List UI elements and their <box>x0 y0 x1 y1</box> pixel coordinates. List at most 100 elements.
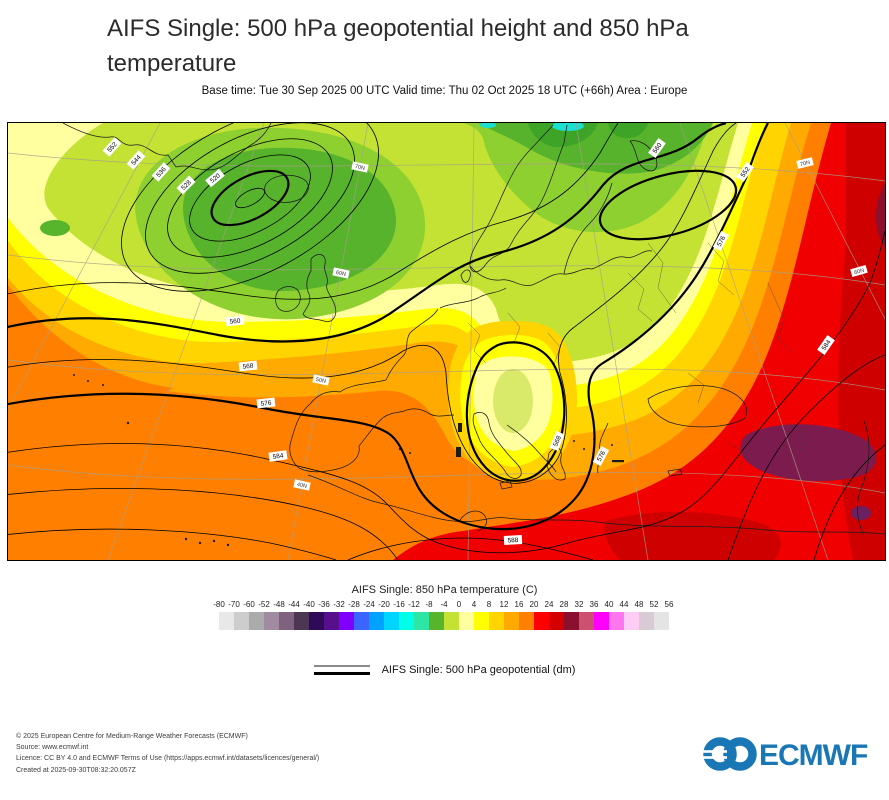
contours-layer <box>8 123 885 560</box>
colorbar-swatch <box>429 612 444 630</box>
contour-label: 576 <box>596 450 607 463</box>
colorbar-tick: 28 <box>559 600 569 609</box>
weather-map-canvas: 552 544 536 528 520 560 568 576 584 568 … <box>8 123 885 560</box>
temperature-legend: AIFS Single: 850 hPa temperature (C) -80… <box>213 584 673 630</box>
colorbar-swatch <box>564 612 579 630</box>
contour-label: 576 <box>260 400 272 408</box>
colorbar-tick: 4 <box>471 600 477 609</box>
created-line: Created at 2025-09-30T08:32:20.057Z <box>16 766 136 774</box>
weather-map: 552 544 536 528 520 560 568 576 584 568 … <box>7 122 886 561</box>
colorbar-swatches <box>219 612 669 630</box>
colorbar-tick: -52 <box>258 600 270 609</box>
colorbar-swatch <box>234 612 249 630</box>
country-borders-layer <box>467 242 807 472</box>
ecmwf-logo-icon: ECMWF <box>703 737 869 772</box>
colorbar-swatch <box>249 612 264 630</box>
colorbar-tick: 12 <box>499 600 509 609</box>
islands-layer <box>73 374 624 547</box>
graticule-label: 40N <box>296 482 307 490</box>
colorbar-swatch <box>609 612 624 630</box>
colorbar-swatch <box>489 612 504 630</box>
colorbar-swatch <box>639 612 654 630</box>
colorbar-tick: 8 <box>486 600 492 609</box>
chart-meta-line: Base time: Tue 30 Sep 2025 00 UTC Valid … <box>201 85 688 97</box>
colorbar-swatch <box>309 612 324 630</box>
colorbar-swatch <box>549 612 564 630</box>
ecmwf-logo: ECMWF <box>703 733 875 780</box>
colorbar-swatch <box>324 612 339 630</box>
colorbar-swatch <box>459 612 474 630</box>
colorbar-tick: 52 <box>649 600 659 609</box>
colorbar-swatch <box>294 612 309 630</box>
thin-contour-line-icon <box>313 665 370 667</box>
colorbar-tick: 24 <box>544 600 554 609</box>
colorbar-swatch <box>369 612 384 630</box>
colorbar-tick: -70 <box>228 600 240 609</box>
graticule-label: 60N <box>854 268 865 277</box>
colorbar-tick: 48 <box>634 600 644 609</box>
geopotential-legend-label: AIFS Single: 500 hPa geopotential (dm) <box>381 664 576 676</box>
colorbar-tick: 16 <box>514 600 524 609</box>
graticule-labels-layer: 70N 60N 50N 40N 70N 60N <box>293 157 868 491</box>
colorbar-tick: 36 <box>589 600 599 609</box>
colorbar-swatch <box>264 612 279 630</box>
attribution-block: © 2025 European Centre for Medium-Range … <box>16 731 319 776</box>
coastlines-layer <box>62 123 885 536</box>
colorbar-tick: -40 <box>303 600 315 609</box>
colorbar-swatch <box>399 612 414 630</box>
colorbar-tick: 20 <box>529 600 539 609</box>
colorbar-tick: 32 <box>574 600 584 609</box>
graticule-label: 70N <box>354 164 365 172</box>
colorbar-swatch <box>339 612 354 630</box>
colorbar-tick: 56 <box>664 600 674 609</box>
licence-line: Licence: CC BY 4.0 and ECMWF Terms of Us… <box>16 755 320 763</box>
colorbar-swatch <box>624 612 639 630</box>
colorbar-tick: -32 <box>333 600 345 609</box>
bold-contour-line-icon <box>313 672 370 675</box>
contour-label: 568 <box>242 363 254 371</box>
temperature-legend-title: AIFS Single: 850 hPa temperature (C) <box>351 584 538 596</box>
graticule-label: 50N <box>315 377 326 385</box>
colorbar-tick: -8 <box>425 600 433 609</box>
colorbar-swatch <box>219 612 234 630</box>
colorbar-swatch <box>519 612 534 630</box>
contour-line-symbol <box>313 664 370 676</box>
contour-label: 576 <box>716 235 727 248</box>
colorbar-tick: -4 <box>440 600 448 609</box>
colorbar-swatch <box>354 612 369 630</box>
colorbar-swatch <box>654 612 669 630</box>
colorbar-tick: -60 <box>243 600 255 609</box>
colorbar-tick: 0 <box>456 600 462 609</box>
colorbar-swatch <box>444 612 459 630</box>
colorbar-swatch <box>414 612 429 630</box>
colorbar-swatch <box>279 612 294 630</box>
colorbar-swatch <box>474 612 489 630</box>
colorbar-tick: -48 <box>273 600 285 609</box>
colorbar-tick: -36 <box>318 600 330 609</box>
colorbar-tick: 44 <box>619 600 629 609</box>
temperature-fill-layer <box>8 123 885 560</box>
page-title: AIFS Single: 500 hPa geopotential height… <box>107 15 689 77</box>
colorbar-swatch <box>384 612 399 630</box>
ecmwf-logo-text: ECMWF <box>759 739 868 772</box>
colorbar-swatch <box>594 612 609 630</box>
colorbar-ticks: -80 -70 -60 -52 -48 -44 -40 -36 -32 -28 -24 -20 -16-… <box>213 600 673 610</box>
colorbar-tick: 40 <box>604 600 614 609</box>
colorbar-tick: -44 <box>288 600 300 609</box>
geopotential-legend: AIFS Single: 500 hPa geopotential (dm) <box>0 664 889 676</box>
source-line: Source: www.ecmwf.int <box>16 744 89 752</box>
copyright-line: © 2025 European Centre for Medium-Range … <box>16 733 248 740</box>
contour-label: 584 <box>272 452 284 460</box>
graticule-label: 60N <box>335 270 346 278</box>
contour-label: 560 <box>229 318 241 326</box>
colorbar-tick: -24 <box>363 600 375 609</box>
colorbar-swatch <box>579 612 594 630</box>
contour-labels-layer: 552 544 536 528 520 560 568 576 584 568 … <box>102 137 835 545</box>
colorbar-tick: -80 <box>213 600 225 609</box>
colorbar-swatch <box>504 612 519 630</box>
graticule-label: 70N <box>800 160 811 168</box>
colorbar-tick: -12 <box>408 600 420 609</box>
contour-label: 568 <box>552 435 563 448</box>
colorbar-tick: -20 <box>378 600 390 609</box>
